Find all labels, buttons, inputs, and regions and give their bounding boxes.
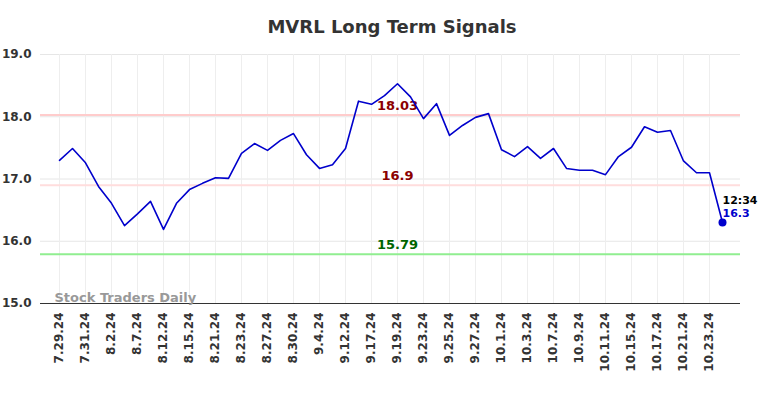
svg-text:8.15.24: 8.15.24: [182, 313, 196, 364]
svg-text:17.0: 17.0: [2, 172, 32, 186]
svg-text:15.0: 15.0: [2, 296, 32, 310]
svg-text:9.23.24: 9.23.24: [416, 313, 430, 364]
svg-text:12:34: 12:34: [723, 194, 758, 207]
svg-text:10.15.24: 10.15.24: [624, 313, 638, 372]
svg-text:15.79: 15.79: [377, 237, 418, 252]
svg-text:18.0: 18.0: [2, 110, 32, 124]
svg-text:9.27.24: 9.27.24: [468, 313, 482, 364]
svg-text:7.29.24: 7.29.24: [52, 313, 66, 364]
svg-text:8.21.24: 8.21.24: [208, 313, 222, 364]
svg-text:8.30.24: 8.30.24: [286, 313, 300, 364]
svg-text:16.0: 16.0: [2, 234, 32, 248]
svg-text:19.0: 19.0: [2, 47, 32, 61]
svg-text:10.9.24: 10.9.24: [572, 313, 586, 364]
svg-text:9.12.24: 9.12.24: [338, 313, 352, 364]
svg-text:Stock Traders Daily: Stock Traders Daily: [55, 290, 197, 305]
svg-text:9.19.24: 9.19.24: [390, 313, 404, 364]
svg-text:18.03: 18.03: [376, 98, 419, 113]
svg-text:10.21.24: 10.21.24: [676, 313, 690, 372]
svg-text:9.17.24: 9.17.24: [364, 313, 378, 364]
svg-text:10.23.24: 10.23.24: [702, 313, 716, 372]
svg-text:10.1.24: 10.1.24: [494, 313, 508, 364]
svg-text:8.2.24: 8.2.24: [104, 313, 118, 356]
svg-text:10.7.24: 10.7.24: [546, 313, 560, 364]
svg-text:10.3.24: 10.3.24: [520, 313, 534, 364]
svg-text:8.7.24: 8.7.24: [130, 313, 144, 356]
svg-text:8.27.24: 8.27.24: [260, 313, 274, 364]
svg-text:16.3: 16.3: [723, 207, 750, 220]
svg-text:16.9: 16.9: [381, 168, 413, 183]
svg-text:9.4.24: 9.4.24: [312, 313, 326, 356]
html-text:MVRL Long Term Signals: MVRL Long Term Signals: [267, 16, 517, 37]
svg-text:7.31.24: 7.31.24: [78, 313, 92, 364]
svg-text:10.11.24: 10.11.24: [598, 313, 612, 372]
svg-text:8.12.24: 8.12.24: [156, 313, 170, 364]
svg-text:8.23.24: 8.23.24: [234, 313, 248, 364]
svg-text:10.17.24: 10.17.24: [650, 313, 664, 372]
svg-text:9.25.24: 9.25.24: [442, 313, 456, 364]
